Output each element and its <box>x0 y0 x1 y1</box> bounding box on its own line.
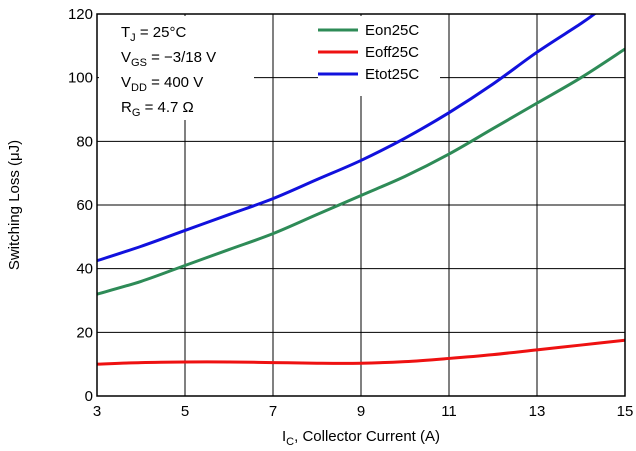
legend-label: Etot25C <box>365 66 419 83</box>
series-line-etot25c <box>97 14 597 263</box>
plot-frame <box>96 13 626 397</box>
legend: Eon25C Eoff25C Etot25C <box>318 16 440 96</box>
annotation-subscript: G <box>132 107 141 119</box>
y-tick-label: 60 <box>76 197 93 214</box>
annotation-line: VDD = 400 V <box>121 74 203 94</box>
y-tick-label: 100 <box>68 70 93 87</box>
x-axis-title-rest: , Collector Current (A) <box>294 428 440 445</box>
x-axis-title-sub: C <box>286 436 294 448</box>
x-tick-label: 11 <box>441 403 457 420</box>
annotation-subscript: J <box>130 32 136 44</box>
x-tick-label: 13 <box>529 403 546 420</box>
annotation-line: RG = 4.7 Ω <box>121 99 194 119</box>
y-axis-title: Switching Loss (μJ) <box>6 140 23 270</box>
annotation-line: TJ = 25°C <box>121 24 186 44</box>
y-tick-label: 80 <box>76 133 93 150</box>
y-tick-label: 40 <box>76 261 93 278</box>
x-tick-label: 9 <box>357 403 365 420</box>
y-tick-label: 20 <box>76 324 93 341</box>
x-tick-label: 5 <box>181 403 189 420</box>
series-lines <box>97 14 625 366</box>
annotation-value: = 25°C <box>136 24 187 41</box>
annotation-subscript: GS <box>131 57 147 69</box>
annotation-symbol: V <box>121 49 131 66</box>
y-tick-label: 120 <box>68 6 93 23</box>
legend-label: Eon25C <box>365 22 419 39</box>
annotation-value: = 4.7 Ω <box>140 99 193 116</box>
tick-labels: 3 5 7 9 11 13 15 0 20 40 60 80 100 120 <box>68 6 633 420</box>
annotation-symbol: R <box>121 99 132 116</box>
annotation-symbol: T <box>121 24 130 41</box>
series-line-eon25c <box>97 47 625 296</box>
annotation-value: = 400 V <box>147 74 203 91</box>
legend-label: Eoff25C <box>365 44 419 61</box>
x-tick-label: 3 <box>93 403 101 420</box>
annotation-line: VGS = −3/18 V <box>121 49 216 69</box>
annotation-symbol: V <box>121 74 131 91</box>
annotation-value: = −3/18 V <box>147 49 216 66</box>
x-tick-label: 7 <box>269 403 277 420</box>
y-tick-label: 0 <box>85 388 93 405</box>
annotation-background <box>99 16 254 120</box>
x-axis-title: IC, Collector Current (A) <box>282 428 440 448</box>
x-tick-label: 15 <box>617 403 634 420</box>
annotation-subscript: DD <box>131 82 147 94</box>
x-axis-title-main: I <box>282 428 286 445</box>
series-line-eoff25c <box>97 338 625 366</box>
